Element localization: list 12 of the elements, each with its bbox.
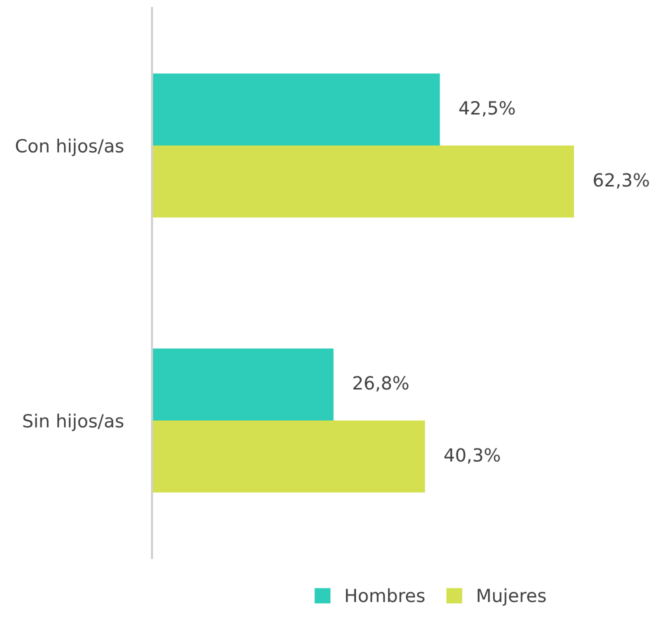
bar [152,420,425,493]
data-label: 40,3% [444,448,500,464]
legend-label: Hombres [346,588,425,602]
bar [152,73,440,146]
y-tick-label: Con hijos/as [16,138,124,156]
legend-label: Mujeres [478,588,546,606]
data-label: 62,3% [594,173,649,189]
bar [152,146,574,218]
data-label: 42,5% [459,101,515,117]
y-tick-label: Sin hijos/as [23,414,124,432]
bar [152,348,334,420]
data-label: 26,8% [353,376,408,392]
